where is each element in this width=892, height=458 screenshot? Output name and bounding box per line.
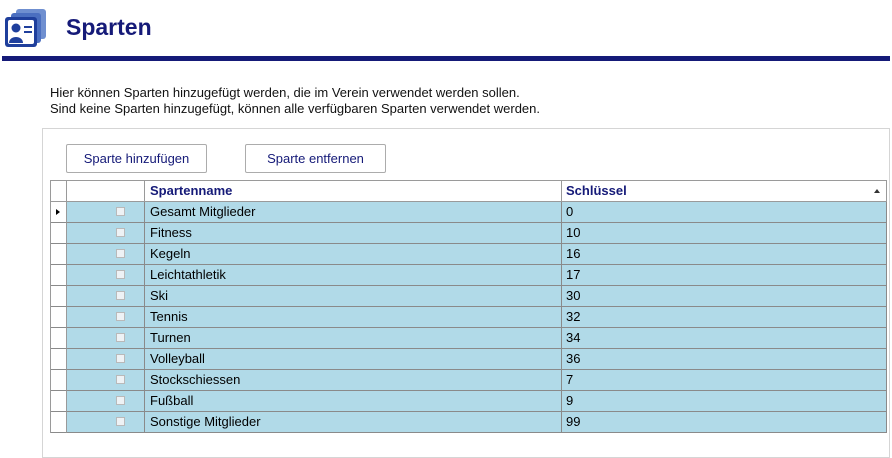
row-indicator-cell[interactable] xyxy=(51,286,67,307)
cell-schluessel[interactable]: 10 xyxy=(562,223,887,244)
cell-schluessel[interactable]: 30 xyxy=(562,286,887,307)
column-header-schluessel[interactable]: Schlüssel xyxy=(562,181,887,202)
cell-schluessel[interactable]: 9 xyxy=(562,391,887,412)
row-indicator-cell[interactable] xyxy=(51,202,67,223)
cell-spartenname[interactable]: Volleyball xyxy=(145,349,562,370)
row-select-cell xyxy=(67,307,145,328)
header-indicator-cell xyxy=(51,181,67,202)
intro-line-2: Sind keine Sparten hinzugefügt, können a… xyxy=(50,101,540,116)
cell-schluessel[interactable]: 32 xyxy=(562,307,887,328)
cell-schluessel[interactable]: 34 xyxy=(562,328,887,349)
table-row[interactable]: Gesamt Mitglieder 0 xyxy=(51,202,887,223)
table-row[interactable]: Volleyball 36 xyxy=(51,349,887,370)
row-select-cell xyxy=(67,202,145,223)
column-header-schluessel-label: Schlüssel xyxy=(566,183,627,198)
row-indicator-cell[interactable] xyxy=(51,265,67,286)
table-row[interactable]: Leichtathletik 17 xyxy=(51,265,887,286)
table-row[interactable]: Tennis 32 xyxy=(51,307,887,328)
table-row[interactable]: Sonstige Mitglieder 99 xyxy=(51,412,887,433)
row-select-cell xyxy=(67,223,145,244)
cell-spartenname[interactable]: Fußball xyxy=(145,391,562,412)
row-indicator-cell[interactable] xyxy=(51,412,67,433)
page-header: Sparten xyxy=(0,0,892,60)
row-checkbox[interactable] xyxy=(116,312,125,321)
row-select-cell xyxy=(67,286,145,307)
row-select-cell xyxy=(67,412,145,433)
cell-spartenname[interactable]: Gesamt Mitglieder xyxy=(145,202,562,223)
cell-schluessel[interactable]: 0 xyxy=(562,202,887,223)
add-sparte-button[interactable]: Sparte hinzufügen xyxy=(66,144,207,173)
sort-ascending-icon xyxy=(874,189,880,193)
row-checkbox[interactable] xyxy=(116,291,125,300)
intro-text: Hier können Sparten hinzugefügt werden, … xyxy=(50,85,540,117)
cell-spartenname[interactable]: Ski xyxy=(145,286,562,307)
row-select-cell xyxy=(67,244,145,265)
row-checkbox[interactable] xyxy=(116,354,125,363)
cell-schluessel[interactable]: 36 xyxy=(562,349,887,370)
row-indicator-cell[interactable] xyxy=(51,307,67,328)
sparten-grid: Spartenname Schlüssel Gesamt Mitglieder 0… xyxy=(50,180,887,433)
row-indicator-cell[interactable] xyxy=(51,349,67,370)
intro-line-1: Hier können Sparten hinzugefügt werden, … xyxy=(50,85,520,100)
remove-sparte-button[interactable]: Sparte entfernen xyxy=(245,144,386,173)
row-checkbox[interactable] xyxy=(116,228,125,237)
row-indicator-cell[interactable] xyxy=(51,244,67,265)
table-row[interactable]: Stockschiessen 7 xyxy=(51,370,887,391)
member-card-icon xyxy=(5,9,46,47)
row-select-cell xyxy=(67,265,145,286)
row-select-cell xyxy=(67,328,145,349)
cell-spartenname[interactable]: Tennis xyxy=(145,307,562,328)
row-checkbox[interactable] xyxy=(116,270,125,279)
cell-spartenname[interactable]: Turnen xyxy=(145,328,562,349)
row-indicator-cell[interactable] xyxy=(51,370,67,391)
row-select-cell xyxy=(67,370,145,391)
row-indicator-cell[interactable] xyxy=(51,391,67,412)
table-row[interactable]: Ski 30 xyxy=(51,286,887,307)
column-header-spartenname[interactable]: Spartenname xyxy=(145,181,562,202)
cell-schluessel[interactable]: 16 xyxy=(562,244,887,265)
row-checkbox[interactable] xyxy=(116,207,125,216)
cell-spartenname[interactable]: Stockschiessen xyxy=(145,370,562,391)
grid-header-row: Spartenname Schlüssel xyxy=(51,181,887,202)
header-select-cell[interactable] xyxy=(67,181,145,202)
cell-spartenname[interactable]: Leichtathletik xyxy=(145,265,562,286)
page-title: Sparten xyxy=(66,14,152,40)
table-row[interactable]: Fitness 10 xyxy=(51,223,887,244)
row-checkbox[interactable] xyxy=(116,375,125,384)
row-checkbox[interactable] xyxy=(116,249,125,258)
row-select-cell xyxy=(67,349,145,370)
cell-schluessel[interactable]: 7 xyxy=(562,370,887,391)
cell-schluessel[interactable]: 99 xyxy=(562,412,887,433)
row-checkbox[interactable] xyxy=(116,417,125,426)
row-checkbox[interactable] xyxy=(116,333,125,342)
current-row-arrow-icon xyxy=(56,209,60,215)
table-row[interactable]: Kegeln 16 xyxy=(51,244,887,265)
cell-spartenname[interactable]: Fitness xyxy=(145,223,562,244)
row-indicator-cell[interactable] xyxy=(51,223,67,244)
cell-spartenname[interactable]: Kegeln xyxy=(145,244,562,265)
row-checkbox[interactable] xyxy=(116,396,125,405)
table-row[interactable]: Fußball 9 xyxy=(51,391,887,412)
row-indicator-cell[interactable] xyxy=(51,328,67,349)
row-select-cell xyxy=(67,391,145,412)
header-divider xyxy=(2,56,890,61)
table-row[interactable]: Turnen 34 xyxy=(51,328,887,349)
cell-schluessel[interactable]: 17 xyxy=(562,265,887,286)
cell-spartenname[interactable]: Sonstige Mitglieder xyxy=(145,412,562,433)
